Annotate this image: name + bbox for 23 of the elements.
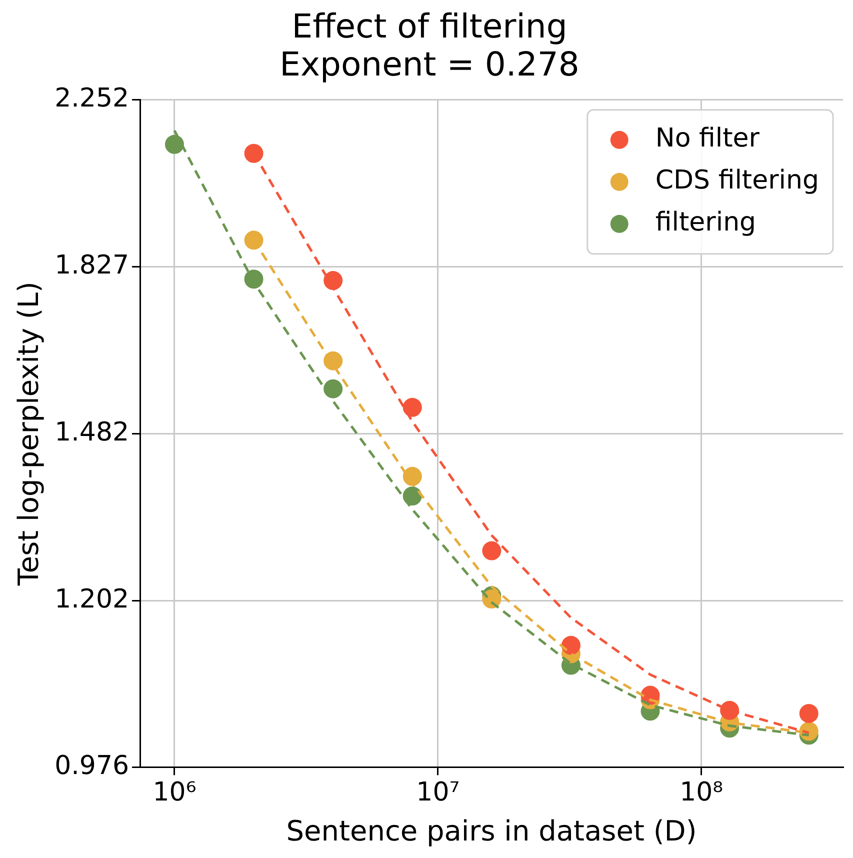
x-axis-title: Sentence pairs in dataset (D) xyxy=(286,814,697,848)
x-tick-label: 10⁶ xyxy=(152,778,196,808)
x-tick-label: 10⁸ xyxy=(680,778,724,808)
y-tick-label: 0.976 xyxy=(54,750,130,781)
legend-label: CDS filtering xyxy=(655,166,820,196)
chart-title: Effect of filtering xyxy=(292,6,568,46)
point xyxy=(402,398,422,417)
y-tick-label: 2.252 xyxy=(54,84,130,114)
x-tick-label: 10⁷ xyxy=(416,778,460,808)
legend-label: filtering xyxy=(655,208,756,238)
point xyxy=(244,230,264,250)
point xyxy=(324,270,343,290)
y-axis-title: Test log-perplexity (L) xyxy=(12,282,46,586)
chart-subtitle: Exponent = 0.278 xyxy=(280,44,580,84)
y-tick-label: 1.202 xyxy=(54,584,130,615)
point xyxy=(244,144,264,163)
point xyxy=(799,704,818,723)
point xyxy=(561,636,580,655)
y-tick-label: 1.827 xyxy=(54,250,130,281)
point xyxy=(402,466,422,486)
y-tick-label: 1.482 xyxy=(54,418,130,448)
point xyxy=(482,541,502,560)
legend-label: No filter xyxy=(655,124,760,154)
